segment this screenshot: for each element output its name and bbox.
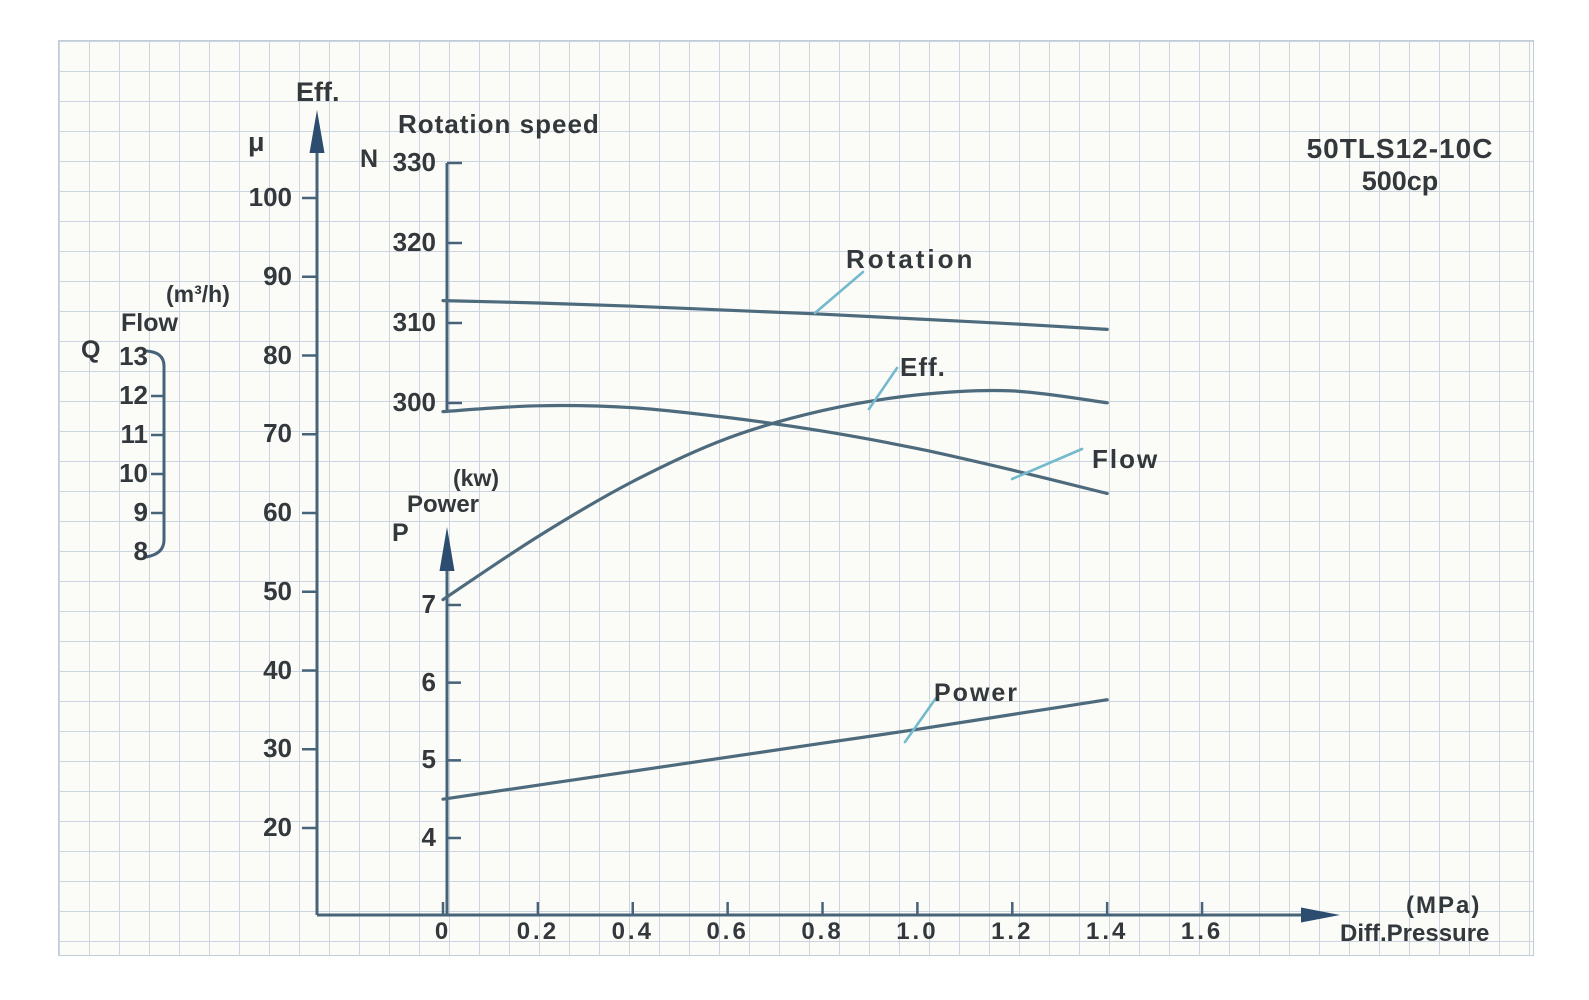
rotation-axis-symbol: N [360,145,379,173]
x-axis-tick-label: 1.2 [991,918,1034,945]
power-axis-tick-label: 7 [421,588,436,619]
power-leader-line [903,696,938,744]
x-axis-tick-label: 0 [434,918,452,945]
eff-axis-tick-label: 90 [263,260,292,291]
rotation-axis-tick-label: 300 [392,387,436,417]
power-curve [441,698,1109,801]
eff-axis-tick-label: 80 [263,339,292,370]
x-axis-tick-label: 1.6 [1180,918,1224,945]
x-axis-tick-label: 0.6 [706,918,749,945]
power-axis-unit: (kw) [453,465,499,491]
power-axis-tick-label: 4 [421,822,436,852]
eff-axis-tick-label: 100 [248,182,292,212]
flow-leader-line [1010,447,1084,481]
x-axis-tick-label: 1.0 [896,918,939,945]
rotation-axis-tick-label: 310 [392,307,436,337]
power-axis-tick-label: 6 [421,666,436,697]
graph-paper-background [58,40,1534,956]
flow-axis-tick-label: 13 [119,341,148,371]
flow-curve-label: Flow [1092,444,1160,474]
viscosity-spec: 500cp [1361,166,1439,196]
flow-axis-tick-label: 9 [133,497,148,527]
eff-curve [441,388,1109,602]
flow-axis-title: Flow [121,309,178,337]
flow-curve [441,403,1109,496]
power-axis-symbol: P [392,519,409,547]
x-axis-tick-label: 0.8 [801,918,844,945]
flow-axis-symbol: Q [81,336,101,364]
eff-axis-title: Eff. [296,77,340,107]
eff-axis-symbol: μ [248,127,265,157]
rotation-curve [441,299,1109,331]
eff-leader-line [867,366,899,411]
flow-axis-tick-label: 8 [133,536,148,566]
flow-axis-tick-label: 11 [120,419,149,449]
x-axis-tick-label: 0.4 [611,918,654,945]
eff-axis-tick-label: 60 [263,497,292,527]
rotation-axis-tick-label: 330 [392,147,436,177]
x-axis-unit: (MPa) [1406,892,1482,919]
rotation-leader-line [813,270,865,315]
eff-axis-tick-label: 30 [263,733,292,764]
eff-axis-tick-label: 20 [263,812,292,842]
power-axis-title: Power [407,491,480,518]
rotation-axis-title: Rotation speed [398,109,600,139]
flow-axis-tick-label: 12 [119,380,148,410]
eff-axis-tick-label: 40 [263,654,292,685]
x-axis-tick-label: 0.2 [516,918,560,945]
power-axis-arrowhead [439,527,455,571]
x-axis-title: Diff.Pressure [1340,920,1490,947]
rotation-curve-label: Rotation [846,244,976,274]
eff-axis-arrowhead [309,110,325,153]
model-number: 50TLS12-10C [1306,133,1494,164]
eff-curve-label: Eff. [900,352,946,382]
power-axis-tick-label: 5 [421,744,436,775]
flow-axis-unit: (m³/h) [166,281,230,307]
rotation-axis-tick-label: 320 [392,227,436,257]
eff-axis-tick-label: 70 [263,418,292,449]
flow-axis-bracket [145,349,166,559]
x-axis-arrowhead [1301,907,1340,923]
flow-axis-tick-label: 10 [119,458,148,488]
eff-axis-tick-label: 50 [263,575,292,606]
x-axis-tick-label: 1.4 [1085,918,1129,945]
power-curve-label: Power [934,679,1020,707]
